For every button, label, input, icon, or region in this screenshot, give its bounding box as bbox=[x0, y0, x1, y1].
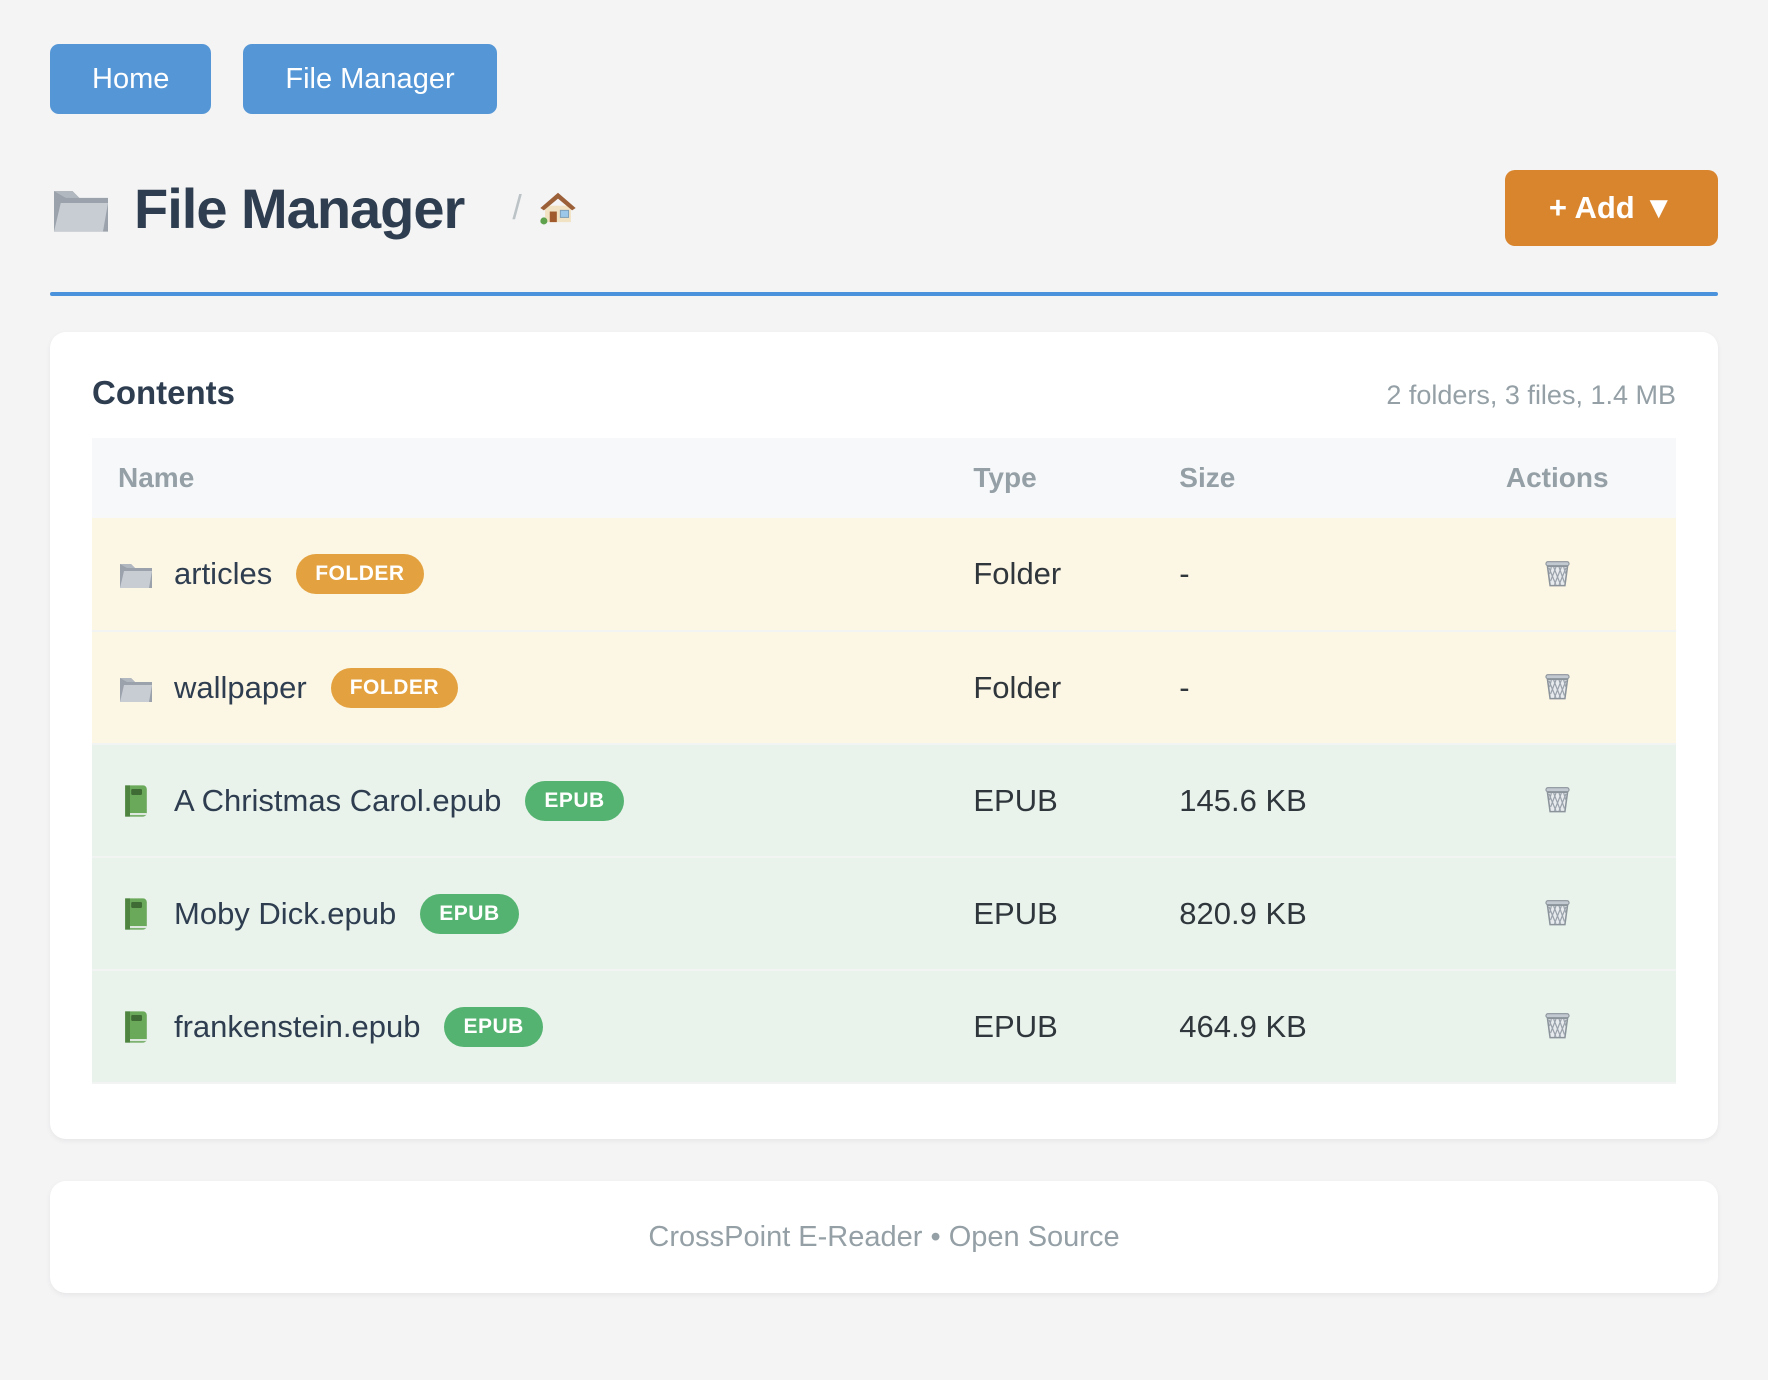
home-button[interactable]: Home bbox=[50, 44, 212, 114]
file-name: articles bbox=[174, 556, 273, 591]
file-type: Folder bbox=[973, 556, 1062, 591]
table-body: articles FOLDER Folder - wallpaper bbox=[92, 518, 1676, 1083]
epub-book-icon bbox=[125, 784, 147, 817]
table-row[interactable]: A Christmas Carol.epub EPUB EPUB 145.6 K… bbox=[92, 744, 1676, 857]
title-divider bbox=[50, 292, 1718, 296]
trash-icon bbox=[1544, 1012, 1570, 1039]
file-name: A Christmas Carol.epub bbox=[174, 782, 502, 818]
file-type: EPUB bbox=[973, 895, 1058, 931]
file-size: 145.6 KB bbox=[1179, 782, 1307, 818]
folder-icon bbox=[120, 564, 152, 588]
folder-icon bbox=[54, 191, 108, 232]
file-type: Folder bbox=[973, 669, 1062, 705]
breadcrumb-separator: / bbox=[512, 188, 522, 227]
contents-card: Contents 2 folders, 3 files, 1.4 MB Name… bbox=[50, 332, 1718, 1139]
file-size: - bbox=[1179, 669, 1190, 705]
column-header-type: Type bbox=[947, 438, 1154, 518]
file-size: 820.9 KB bbox=[1179, 895, 1307, 931]
column-header-name: Name bbox=[92, 438, 948, 518]
type-badge: EPUB bbox=[420, 893, 519, 934]
epub-book-icon bbox=[125, 1010, 147, 1043]
type-badge: FOLDER bbox=[296, 554, 424, 594]
file-size: 464.9 KB bbox=[1179, 1008, 1307, 1044]
home-icon[interactable] bbox=[538, 188, 578, 228]
file-type: EPUB bbox=[973, 782, 1058, 818]
table-row[interactable]: Moby Dick.epub EPUB EPUB 820.9 KB bbox=[92, 857, 1676, 970]
column-header-actions: Actions bbox=[1438, 438, 1676, 518]
page: Home File Manager File Manager / + Add ▼… bbox=[50, 44, 1718, 1293]
type-badge: FOLDER bbox=[330, 667, 459, 708]
type-badge: EPUB bbox=[525, 780, 624, 821]
add-button[interactable]: + Add ▼ bbox=[1504, 170, 1718, 246]
file-table: Name Type Size Actions articles FOLDER F… bbox=[92, 438, 1676, 1084]
epub-book-icon bbox=[125, 897, 147, 930]
table-row[interactable]: articles FOLDER Folder - bbox=[92, 518, 1676, 631]
file-name: Moby Dick.epub bbox=[174, 895, 397, 931]
page-header: File Manager / + Add ▼ bbox=[50, 170, 1718, 246]
file-size: - bbox=[1179, 556, 1190, 591]
delete-button[interactable] bbox=[1535, 550, 1580, 595]
delete-button[interactable] bbox=[1535, 889, 1580, 934]
file-name: frankenstein.epub bbox=[174, 1008, 421, 1044]
trash-icon bbox=[1544, 560, 1570, 586]
table-row[interactable]: frankenstein.epub EPUB EPUB 464.9 KB bbox=[92, 970, 1676, 1083]
delete-button[interactable] bbox=[1535, 776, 1580, 821]
contents-heading: Contents bbox=[92, 374, 235, 411]
table-header-row: Name Type Size Actions bbox=[92, 438, 1676, 518]
footer-card: CrossPoint E-Reader • Open Source bbox=[50, 1181, 1718, 1293]
title-group: File Manager / bbox=[50, 176, 578, 241]
column-header-size: Size bbox=[1153, 438, 1439, 518]
table-row[interactable]: wallpaper FOLDER Folder - bbox=[92, 631, 1676, 744]
type-badge: EPUB bbox=[444, 1006, 543, 1047]
trash-icon bbox=[1544, 899, 1570, 926]
breadcrumb: / bbox=[512, 188, 577, 228]
delete-button[interactable] bbox=[1535, 1002, 1580, 1047]
contents-summary: 2 folders, 3 files, 1.4 MB bbox=[1386, 380, 1676, 410]
page-title: File Manager bbox=[134, 176, 465, 240]
top-nav: Home File Manager bbox=[50, 44, 1718, 114]
folder-icon bbox=[120, 677, 152, 702]
trash-icon bbox=[1544, 786, 1570, 813]
file-name: wallpaper bbox=[174, 669, 307, 705]
file-type: EPUB bbox=[973, 1008, 1058, 1044]
file-manager-button[interactable]: File Manager bbox=[243, 44, 497, 114]
trash-icon bbox=[1544, 673, 1570, 700]
delete-button[interactable] bbox=[1535, 663, 1580, 708]
footer-text: CrossPoint E-Reader • Open Source bbox=[648, 1220, 1120, 1253]
